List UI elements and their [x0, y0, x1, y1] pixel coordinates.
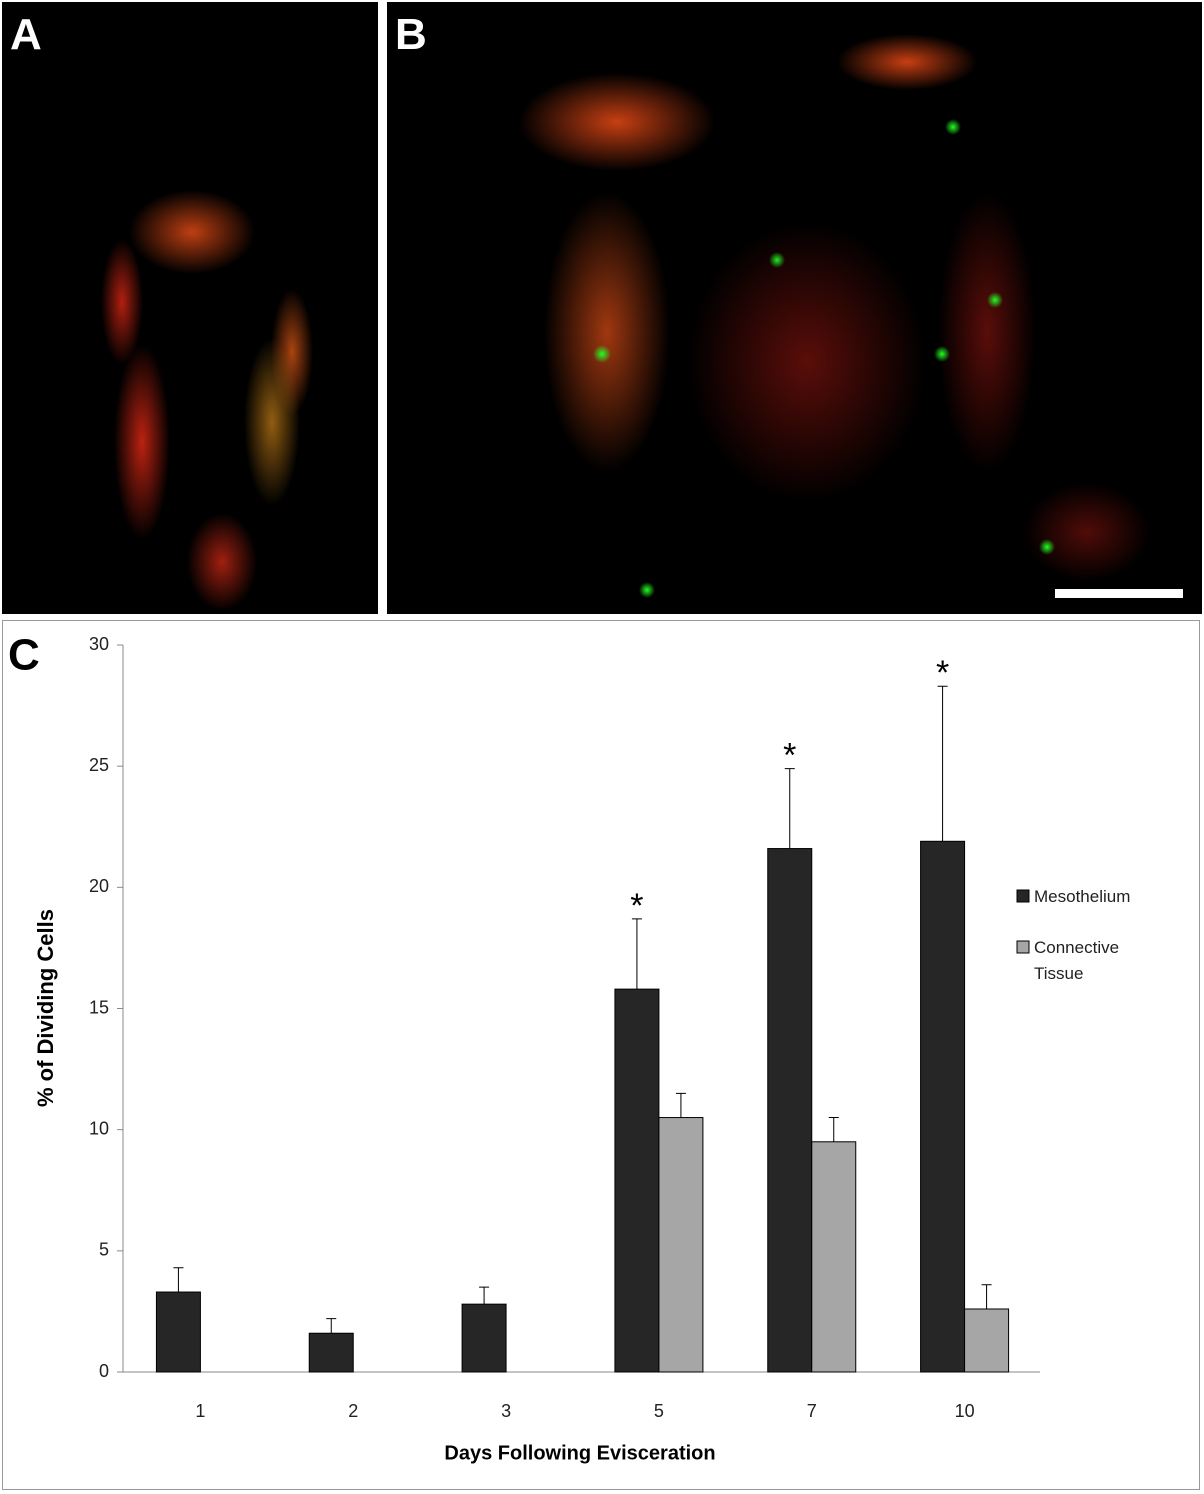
y-tick-label: 10: [89, 1118, 109, 1138]
bar: [964, 1308, 1010, 1373]
x-axis-label: Days Following Evisceration: [444, 1442, 715, 1464]
error-bar: [173, 1267, 184, 1293]
legend-swatch: [1016, 889, 1030, 903]
y-axis-label: % of Dividing Cells: [33, 909, 58, 1107]
bar: [767, 848, 813, 1373]
bar: [658, 1117, 704, 1373]
legend-label: Connective Tissue: [1034, 938, 1120, 983]
panel-label: C: [8, 631, 40, 680]
x-tick-label: 10: [955, 1401, 975, 1421]
error-bar: [828, 1117, 839, 1142]
significance-mark: *: [783, 737, 796, 775]
bar: [461, 1303, 507, 1373]
bar: [920, 840, 966, 1373]
x-tick-label: 3: [501, 1401, 511, 1421]
micrograph-a: [2, 2, 378, 614]
x-tick-label: 1: [195, 1401, 205, 1421]
significance-mark: *: [630, 887, 643, 925]
panel-c-frame: [2, 620, 1200, 1490]
x-tick-label: 7: [807, 1401, 817, 1421]
bar: [308, 1332, 354, 1373]
bar: [614, 988, 660, 1373]
panel-label: B: [395, 10, 427, 59]
micrograph-b: [387, 2, 1202, 614]
error-bar: [937, 685, 948, 842]
error-bar: [675, 1092, 686, 1118]
bar: [155, 1291, 201, 1373]
scale-bar: [1055, 589, 1183, 598]
error-bar: [631, 918, 642, 990]
y-tick-label: 20: [89, 876, 109, 896]
error-bar: [784, 768, 795, 849]
y-tick-label: 0: [99, 1361, 109, 1381]
error-bar: [981, 1284, 992, 1309]
error-bar: [479, 1286, 490, 1305]
legend-swatch: [1016, 940, 1030, 954]
panel-label: A: [10, 10, 42, 59]
error-bar: [326, 1318, 337, 1334]
y-tick-label: 25: [89, 755, 109, 775]
legend-label: Mesothelium: [1034, 887, 1131, 906]
x-tick-label: 5: [654, 1401, 664, 1421]
y-tick-label: 30: [89, 634, 109, 654]
significance-mark: *: [936, 654, 949, 692]
y-tick-label: 5: [99, 1240, 109, 1260]
bar: [811, 1141, 857, 1373]
y-tick-label: 15: [89, 997, 109, 1017]
x-tick-label: 2: [348, 1401, 358, 1421]
